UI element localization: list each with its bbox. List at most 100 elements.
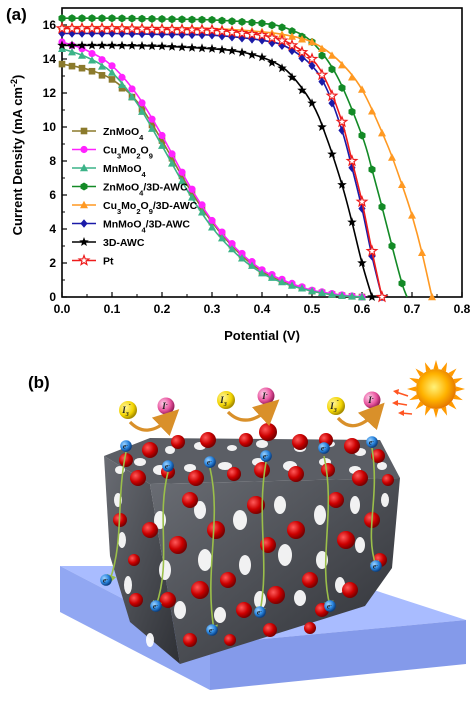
- electron-label: e-: [103, 576, 108, 585]
- electron-letter: e: [209, 626, 213, 635]
- data-point: [58, 14, 66, 23]
- legend-label: Pt: [103, 256, 114, 268]
- data-point: [87, 40, 97, 50]
- data-point: [355, 195, 369, 208]
- data-point: [88, 14, 96, 23]
- data-point: [317, 122, 327, 131]
- data-point: [328, 51, 336, 59]
- legend-label-part: /3D-AWC: [146, 219, 191, 231]
- reduction-arrow: [336, 402, 385, 431]
- x-tick-label: 0.2: [154, 302, 171, 316]
- particle: [382, 474, 394, 486]
- pore: [218, 462, 232, 470]
- particle: [160, 592, 176, 608]
- data-point: [347, 217, 357, 227]
- data-point: [197, 43, 207, 53]
- data-point: [338, 291, 346, 299]
- data-point: [338, 83, 346, 92]
- data-point: [318, 44, 326, 52]
- legend-label-part: 3D-AWC: [103, 237, 145, 249]
- pore: [256, 440, 268, 448]
- redox-pairs: I3- I- I3- I-I3- I-: [119, 387, 385, 437]
- legend-marker: [80, 182, 88, 191]
- series-line: [61, 25, 433, 298]
- data-point: [297, 85, 307, 95]
- data-point: [168, 15, 176, 24]
- data-point: [155, 22, 169, 35]
- data-point: [115, 21, 129, 34]
- data-point: [108, 76, 116, 83]
- data-point: [257, 52, 267, 62]
- legend-label-part: 3: [117, 151, 121, 160]
- legend-label-part: 3: [117, 207, 121, 216]
- legend: ZnMoO4Cu3Mo2O9MnMoO4ZnMoO4/3D-AWCCu3Mo2O…: [72, 126, 198, 268]
- legend-label: 3D-AWC: [103, 237, 145, 249]
- particle: [207, 521, 225, 539]
- electron-sign: -: [266, 453, 268, 458]
- electron-pathway: [323, 455, 334, 611]
- electron-pathway: [153, 471, 169, 611]
- sun-ray: [455, 386, 465, 392]
- sun-ray: [409, 394, 419, 401]
- data-point: [288, 32, 296, 40]
- iodide-label: I-: [161, 401, 168, 411]
- legend-marker: [80, 163, 88, 172]
- triiodide-sign: -: [227, 392, 229, 398]
- electron-label: e-: [373, 562, 378, 571]
- data-point: [308, 286, 316, 295]
- particle: [142, 522, 158, 538]
- sun-ray: [433, 408, 439, 418]
- electron-label: e-: [257, 608, 262, 617]
- electron-sign: -: [168, 463, 170, 468]
- data-point: [218, 31, 226, 41]
- data-point: [388, 242, 396, 250]
- electron-icon: e-: [260, 450, 272, 462]
- x-tick-label: 0.3: [204, 302, 221, 316]
- redox-pair: I3- I-: [327, 391, 385, 431]
- legend-label: Cu3Mo2O9/3D-AWC: [103, 200, 198, 216]
- data-point: [118, 84, 126, 92]
- data-point: [118, 73, 126, 81]
- data-point: [265, 31, 279, 44]
- data-point: [188, 193, 196, 201]
- sun-ray: [407, 386, 417, 392]
- y-tick-label: 2: [49, 256, 56, 270]
- triiodide-label: I3-: [219, 392, 229, 408]
- legend-item: ZnMoO4: [72, 126, 144, 142]
- sun-ray: [415, 401, 424, 410]
- data-point: [188, 30, 196, 40]
- pore: [350, 496, 360, 514]
- data-point: [78, 14, 86, 23]
- particle: [328, 492, 344, 508]
- data-point: [78, 64, 86, 72]
- data-point: [88, 67, 96, 75]
- data-point: [228, 17, 236, 26]
- data-point: [208, 15, 216, 24]
- data-point: [108, 62, 116, 70]
- pore: [278, 544, 292, 566]
- sun-ray: [441, 362, 448, 372]
- pore: [184, 464, 196, 472]
- electron-letter: e: [369, 438, 373, 447]
- particle: [254, 462, 270, 478]
- red-particles: [113, 423, 394, 647]
- triiodide-letter: I: [219, 395, 224, 405]
- x-tick-label: 0.1: [104, 302, 121, 316]
- data-point: [268, 21, 276, 30]
- legend-item: Pt: [72, 253, 114, 268]
- electron-label: e-: [263, 452, 268, 461]
- triiodide-icon: [327, 397, 345, 415]
- electron-letter: e: [207, 458, 211, 467]
- legend-item: MnMoO4/3D-AWC: [72, 219, 191, 234]
- data-point: [78, 29, 86, 38]
- data-point: [367, 292, 377, 301]
- electron-sign: -: [210, 459, 212, 464]
- data-point: [318, 51, 326, 60]
- electron-label: e-: [209, 626, 214, 635]
- particle: [287, 521, 305, 539]
- porous-framework: e-e-e-e-e-e-e-e-e-e-e-e-: [100, 423, 400, 664]
- data-point: [278, 277, 286, 286]
- data-point: [67, 40, 77, 50]
- particle: [200, 432, 216, 448]
- electron-icon: e-: [204, 456, 216, 468]
